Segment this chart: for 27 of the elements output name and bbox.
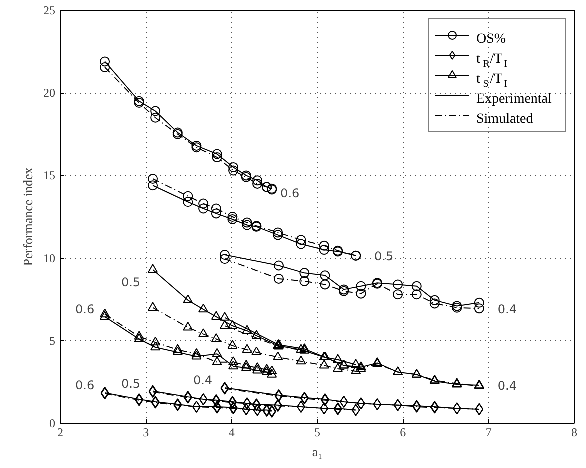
x-tick-label: 7 (486, 426, 492, 440)
annotation: 0.6 (280, 186, 300, 200)
y-tick-label: 0 (50, 416, 56, 430)
y-axis-title: Performance index (20, 167, 36, 266)
x-tick-label: 3 (143, 426, 150, 440)
y-tick-label: 10 (44, 251, 56, 266)
legend-label: OS% (476, 32, 506, 47)
x-tick-label: 2 (58, 426, 64, 440)
legend-label: Experimental (476, 92, 552, 107)
y-tick-label: 15 (44, 168, 56, 183)
x-tick-label: 4 (228, 426, 235, 440)
annotation: 0.6 (76, 378, 95, 392)
y-tick-label: 20 (44, 86, 56, 100)
x-tick-label: 6 (400, 426, 406, 440)
legend-label: Simulated (476, 112, 534, 127)
x-tick-label: 8 (572, 426, 578, 440)
x-axis-title: a₁ (312, 444, 323, 460)
annotation: 0.5 (121, 376, 141, 391)
annotation: 0.4 (193, 373, 213, 388)
annotation: 0.5 (374, 249, 394, 264)
annotation: 0.4 (498, 302, 517, 316)
annotation: 0.6 (76, 302, 95, 316)
y-tick-label: 5 (50, 334, 56, 348)
x-tick-label: 5 (314, 426, 320, 440)
annotation: 0.5 (121, 275, 141, 290)
annotation: 0.4 (498, 379, 517, 394)
y-tick-label: 25 (44, 4, 56, 18)
